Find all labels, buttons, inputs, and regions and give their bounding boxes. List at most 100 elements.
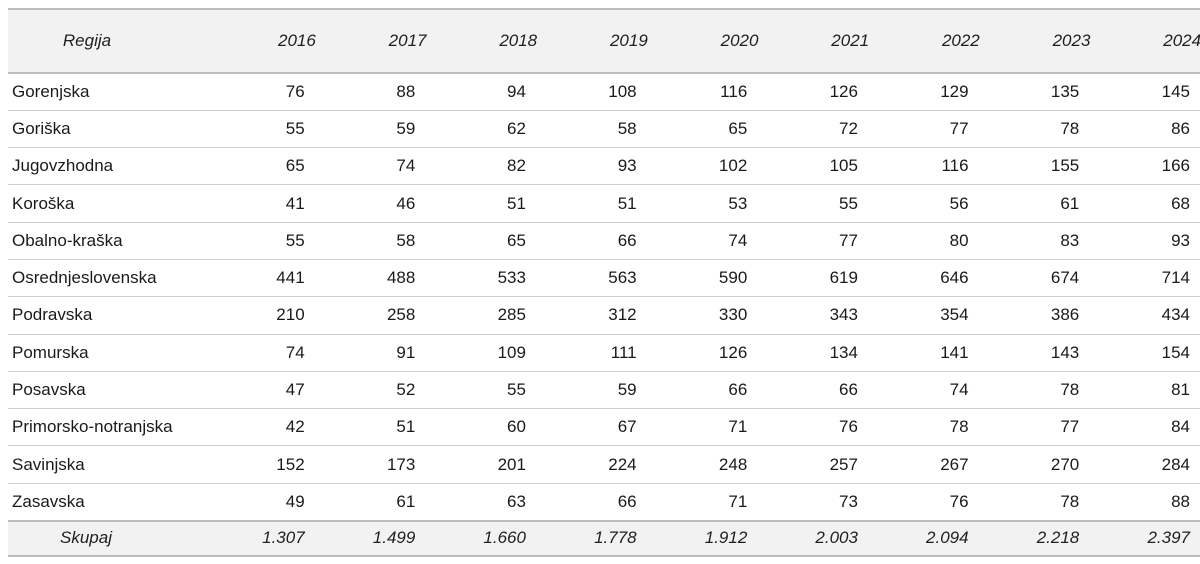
value-cell: 86 [1171,118,1190,138]
value-cell: 74 [949,380,969,400]
value-cell: 58 [617,118,637,138]
value-cell: 67 [617,417,637,437]
region-name-cell: Podravska [12,305,93,325]
value-cell: 74 [285,342,305,362]
column-header-year: 2023 [1052,31,1091,50]
total-value-cell: 2.003 [815,528,858,548]
column-header-year: 2018 [499,31,538,50]
value-cell: 66 [728,380,748,400]
value-cell: 210 [276,305,305,325]
value-cell: 88 [396,81,416,101]
region-name-cell: Posavska [12,380,86,400]
total-value-cell: 2.218 [1036,528,1080,548]
value-cell: 267 [940,454,969,474]
value-cell: 42 [285,417,305,437]
region-name-cell: Gorenjska [12,81,90,101]
value-cell: 257 [829,454,858,474]
region-name-cell: Obalno-kraška [12,230,123,250]
total-value-cell: 1.499 [372,528,416,548]
value-cell: 73 [839,491,858,511]
value-cell: 116 [941,156,969,176]
value-cell: 108 [608,81,637,101]
value-cell: 224 [608,454,637,474]
total-value-cell: 1.778 [594,528,637,548]
value-cell: 126 [829,81,858,101]
value-cell: 563 [608,268,637,288]
table-row: Podravska 210 258 285 312 330 343 354 386 434 [8,297,1200,335]
value-cell: 83 [1060,230,1080,250]
value-cell: 72 [839,118,858,138]
value-cell: 386 [1050,305,1080,325]
value-cell: 201 [497,454,526,474]
value-cell: 248 [718,454,748,474]
value-cell: 66 [839,380,858,400]
value-cell: 71 [728,417,748,437]
value-cell: 66 [617,230,637,250]
region-year-table: Regija 2016 2017 2018 2019 2020 2021 2022 2023 2… [8,8,1200,557]
value-cell: 434 [1161,305,1190,325]
value-cell: 77 [839,230,858,250]
value-cell: 59 [396,118,416,138]
value-cell: 105 [829,156,858,176]
column-header-year: 2016 [278,31,316,50]
value-cell: 129 [940,81,969,101]
value-cell: 714 [1161,268,1190,288]
region-name-cell: Osrednjeslovenska [12,268,157,288]
value-cell: 312 [608,305,637,325]
region-name-cell: Pomurska [12,342,89,362]
value-cell: 533 [497,268,526,288]
table-footer: Skupaj 1.307 1.499 1.660 1.778 1.912 2.003 2.0… [8,520,1200,556]
region-name-cell: Jugovzhodna [12,156,114,176]
value-cell: 46 [396,193,416,213]
region-name-cell: Koroška [12,193,75,213]
region-name-cell: Primorsko-notranjska [12,417,173,437]
value-cell: 55 [507,380,526,400]
value-cell: 55 [285,230,305,250]
total-value-cell: 2.094 [926,528,969,548]
value-cell: 109 [497,342,526,362]
header-row: Regija 2016 2017 2018 2019 2020 2021 2022 2023 2… [8,9,1200,73]
value-cell: 80 [949,230,969,250]
value-cell: 74 [728,230,748,250]
total-row: Skupaj 1.307 1.499 1.660 1.778 1.912 2.003 2.0… [8,520,1200,556]
value-cell: 68 [1171,193,1190,213]
value-cell: 51 [396,417,416,437]
region-name-cell: Savinjska [12,454,85,474]
value-cell: 61 [1060,193,1080,213]
value-cell: 59 [617,380,637,400]
value-cell: 143 [1050,342,1080,362]
value-cell: 152 [276,454,305,474]
value-cell: 77 [949,118,969,138]
total-value-cell: 2.397 [1147,528,1190,548]
table-row: Jugovzhodna 65 74 82 93 102 105 116 155 166 [8,148,1200,185]
value-cell: 60 [507,417,526,437]
value-cell: 94 [507,81,526,101]
value-cell: 145 [1161,81,1190,101]
value-cell: 62 [507,118,526,138]
value-cell: 56 [949,193,969,213]
total-label: Skupaj [60,528,112,548]
value-cell: 51 [507,193,526,213]
value-cell: 41 [285,193,305,213]
value-cell: 49 [285,491,305,511]
value-cell: 78 [949,417,969,437]
value-cell: 76 [949,491,969,511]
column-header-year: 2022 [941,31,980,50]
value-cell: 53 [728,193,748,213]
region-name-cell: Zasavska [12,491,85,511]
table-header: Regija 2016 2017 2018 2019 2020 2021 2022 2023 2… [8,9,1200,73]
value-cell: 154 [1161,342,1190,362]
value-cell: 590 [718,268,748,288]
region-name-cell: Goriška [12,118,71,138]
value-cell: 619 [829,268,858,288]
table-row: Posavska 47 52 55 59 66 66 74 78 81 [8,371,1200,409]
value-cell: 258 [386,305,416,325]
value-cell: 71 [728,491,748,511]
value-cell: 82 [507,156,526,176]
value-cell: 441 [276,268,305,288]
column-header-year: 2024 [1163,31,1200,50]
value-cell: 141 [940,342,969,362]
value-cell: 155 [1050,156,1080,176]
value-cell: 76 [285,81,305,101]
value-cell: 63 [507,491,526,511]
